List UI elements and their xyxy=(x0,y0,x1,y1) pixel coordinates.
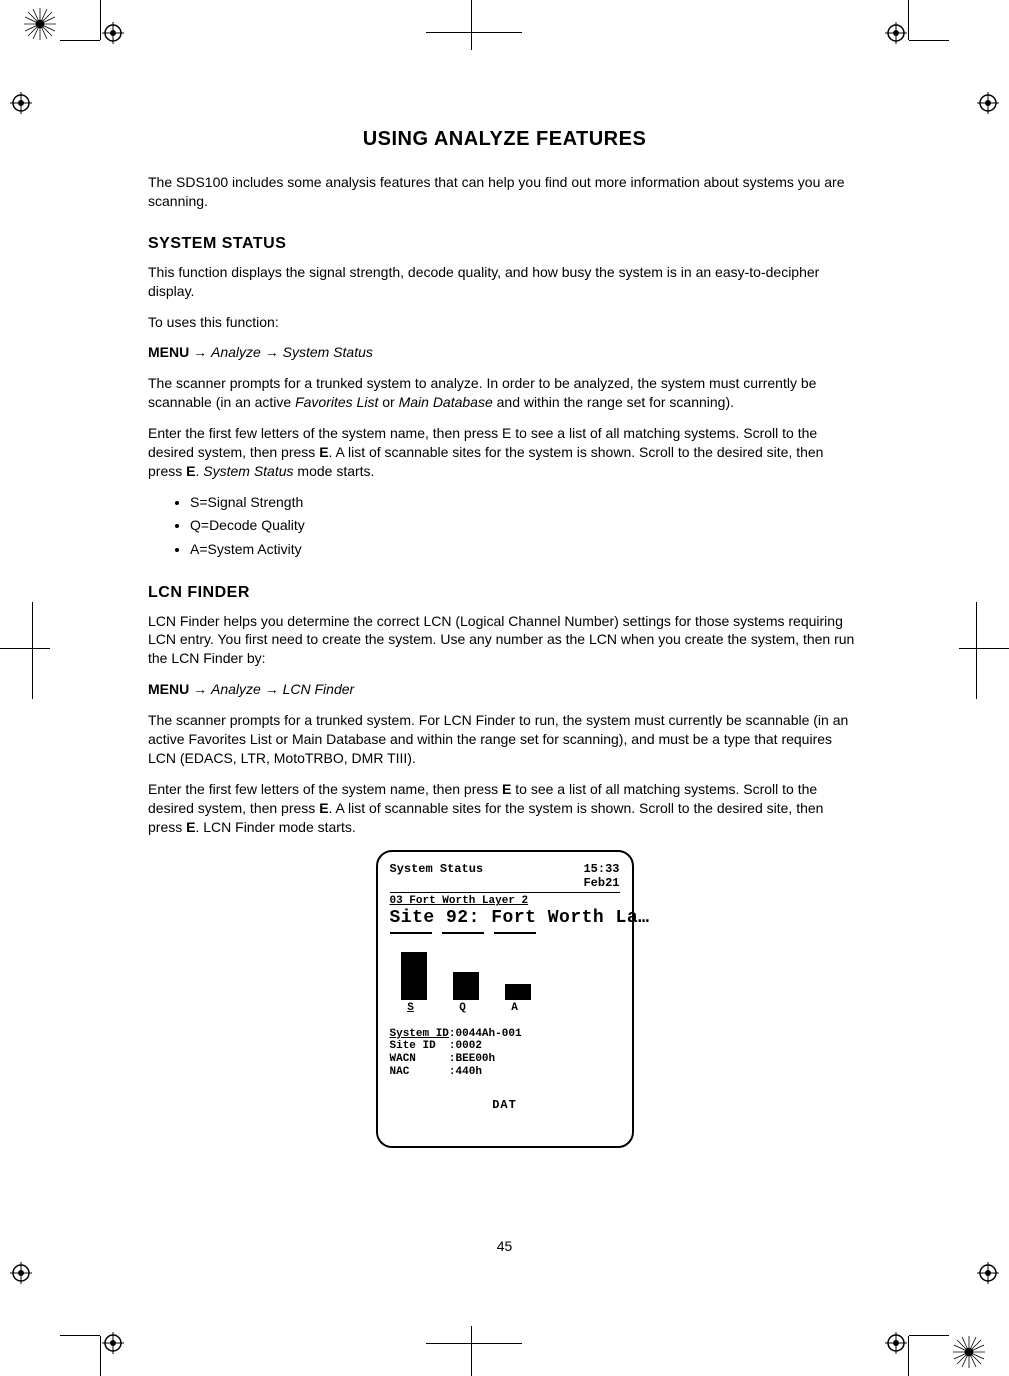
system-status-menu-path: MENU → Analyze → System Status xyxy=(148,343,861,362)
lcd-line2: Site 92: Fort Worth La… xyxy=(390,908,620,928)
lcd-screen: System Status 15:33 Feb21 03 Fort Worth … xyxy=(376,850,634,1148)
lcn-menu-path: MENU → Analyze → LCN Finder xyxy=(148,680,861,699)
intro-paragraph: The SDS100 includes some analysis featur… xyxy=(148,173,861,211)
crop-mark xyxy=(908,0,909,40)
bar-signal xyxy=(401,952,427,1000)
lcd-date: Feb21 xyxy=(583,876,619,890)
crop-mark xyxy=(959,648,1009,649)
crop-mark xyxy=(60,1335,100,1336)
bar-label-a: A xyxy=(511,1002,518,1014)
lcd-mode: System Status xyxy=(390,862,484,890)
lcd-line1: 03 Fort Worth Layer 2 xyxy=(390,895,620,907)
crop-mark xyxy=(100,0,101,40)
lcd-info: System ID:0044Ah-001 Site ID :0002 WACN … xyxy=(390,1028,620,1079)
lcn-finder-heading: LCN FINDER xyxy=(148,584,861,602)
crop-mark xyxy=(426,1343,476,1344)
crop-mark xyxy=(32,649,33,699)
crop-mark xyxy=(471,0,472,50)
color-burst-icon xyxy=(951,1334,987,1370)
crop-mark xyxy=(32,602,33,652)
system-status-p1: This function displays the signal streng… xyxy=(148,263,861,301)
crop-mark xyxy=(909,40,949,41)
menu-system-status: System Status xyxy=(283,344,373,360)
crop-mark xyxy=(909,1335,949,1336)
registration-mark-icon xyxy=(10,1262,32,1284)
registration-mark-icon xyxy=(885,1332,907,1354)
page-title: USING ANALYZE FEATURES xyxy=(148,128,861,151)
registration-mark-icon xyxy=(10,92,32,114)
menu-analyze: Analyze xyxy=(211,681,261,697)
menu-label: MENU xyxy=(148,681,189,697)
bar-quality xyxy=(453,972,479,1000)
crop-mark xyxy=(472,32,522,33)
page-content: USING ANALYZE FEATURES The SDS100 includ… xyxy=(148,128,861,1148)
menu-analyze: Analyze xyxy=(211,344,261,360)
bar-label-s: S xyxy=(407,1002,414,1014)
crop-mark xyxy=(0,648,50,649)
color-burst-icon xyxy=(22,6,58,42)
lcn-p2: The scanner prompts for a trunked system… xyxy=(148,711,861,768)
menu-label: MENU xyxy=(148,344,189,360)
bar-label-q: Q xyxy=(459,1002,466,1014)
crop-mark xyxy=(976,602,977,652)
registration-mark-icon xyxy=(102,22,124,44)
list-item: A=System Activity xyxy=(190,540,861,560)
crop-mark xyxy=(100,1336,101,1376)
system-status-p4: Enter the first few letters of the syste… xyxy=(148,424,861,481)
page-number: 45 xyxy=(0,1238,1009,1254)
crop-mark xyxy=(60,40,100,41)
lcn-p3: Enter the first few letters of the syste… xyxy=(148,780,861,837)
system-status-p2: To uses this function: xyxy=(148,313,861,332)
crop-mark xyxy=(472,1343,522,1344)
registration-mark-icon xyxy=(977,1262,999,1284)
registration-mark-icon xyxy=(977,92,999,114)
system-status-p3: The scanner prompts for a trunked system… xyxy=(148,374,861,412)
bar-activity xyxy=(505,984,531,1000)
crop-mark xyxy=(908,1336,909,1376)
list-item: S=Signal Strength xyxy=(190,493,861,513)
crop-mark xyxy=(976,649,977,699)
lcd-bars: S Q A xyxy=(390,932,620,1014)
list-item: Q=Decode Quality xyxy=(190,516,861,536)
lcn-p1: LCN Finder helps you determine the corre… xyxy=(148,612,861,669)
lcd-time: 15:33 xyxy=(583,862,619,876)
crop-mark xyxy=(471,1326,472,1376)
system-status-legend-list: S=Signal Strength Q=Decode Quality A=Sys… xyxy=(176,493,861,560)
crop-mark xyxy=(426,32,476,33)
system-status-heading: SYSTEM STATUS xyxy=(148,235,861,253)
registration-mark-icon xyxy=(885,22,907,44)
registration-mark-icon xyxy=(102,1332,124,1354)
lcd-footer: DAT xyxy=(390,1098,620,1112)
menu-lcn-finder: LCN Finder xyxy=(283,681,355,697)
